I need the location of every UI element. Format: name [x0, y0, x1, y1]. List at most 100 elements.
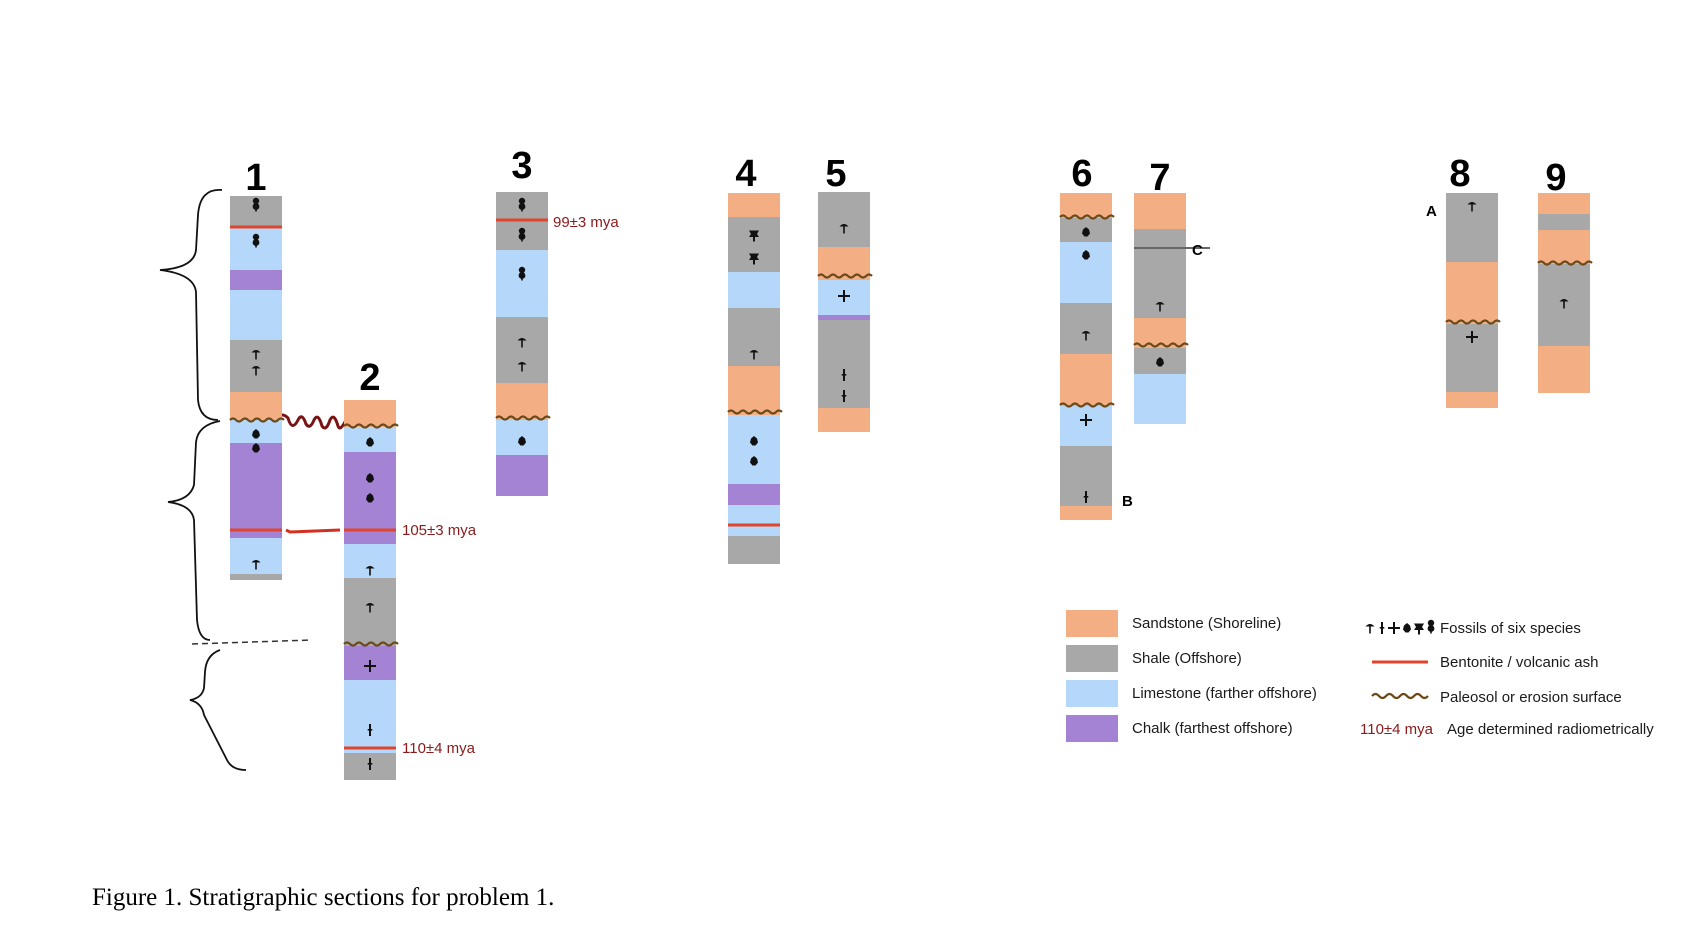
- legend-label-sandstone: Sandstone (Shoreline): [1132, 615, 1281, 632]
- age-label: 110±4 mya: [402, 740, 476, 757]
- column-number: 1: [245, 157, 266, 199]
- stratigraphic-columns: [229, 192, 1593, 780]
- column-number: 3: [511, 145, 532, 187]
- layer-shale: [728, 536, 780, 564]
- column-number: 6: [1071, 153, 1092, 195]
- figure-caption: Figure 1. Stratigraphic sections for pro…: [92, 884, 555, 911]
- letter-label: B: [1122, 493, 1133, 510]
- column-1: [229, 196, 285, 580]
- layer-sandstone: [1134, 193, 1186, 229]
- correlation-mark-bentonite: [285, 528, 341, 534]
- legend-swatch-chalk: [1066, 715, 1118, 742]
- paleosol-wavy-line-icon: [1371, 692, 1429, 700]
- column-5: [817, 192, 873, 432]
- paleosol-surface: [1133, 342, 1189, 348]
- column-9: [1537, 193, 1593, 393]
- age-label: 105±3 mya: [402, 522, 477, 539]
- grouping-braces: [159, 189, 247, 771]
- layer-chalk: [728, 484, 780, 505]
- legend-swatch-shale: [1066, 645, 1118, 672]
- layer-shale: [1134, 229, 1186, 247]
- layer-sandstone: [1060, 506, 1112, 520]
- paleosol-surface: [1059, 214, 1115, 220]
- column-number: 4: [735, 153, 756, 195]
- layer-sandstone: [728, 366, 780, 415]
- layer-sandstone: [1446, 262, 1498, 324]
- layer-shale: [818, 192, 870, 247]
- layer-sandstone: [1538, 346, 1590, 393]
- layer-sandstone: [1538, 230, 1590, 264]
- column-numbers: 1 2 3 4 5 6 7 8 9: [245, 145, 1566, 399]
- layer-limestone: [230, 226, 282, 270]
- layer-limestone: [230, 290, 282, 340]
- layer-sandstone: [496, 383, 548, 420]
- brace-upper: [159, 189, 223, 421]
- layer-sandstone: [728, 193, 780, 217]
- legend: Sandstone (Shoreline) Shale (Offshore) L…: [1066, 610, 1654, 742]
- section-letters: A B C: [1122, 203, 1437, 510]
- layer-shale: [1060, 303, 1112, 354]
- paleosol-surface: [1445, 319, 1501, 325]
- layer-limestone: [344, 680, 396, 753]
- column-number: 8: [1449, 153, 1470, 195]
- paleosol-surface: [343, 423, 399, 429]
- paleosol-surface: [1059, 402, 1115, 408]
- layer-shale: [230, 574, 282, 580]
- age-label: 99±3 mya: [553, 214, 619, 231]
- legend-label-shale: Shale (Offshore): [1132, 650, 1242, 667]
- column-4: [727, 193, 783, 564]
- legend-label-age: Age determined radiometrically: [1447, 721, 1654, 738]
- legend-label-paleosol: Paleosol or erosion surface: [1440, 689, 1622, 706]
- column-7: [1133, 193, 1210, 424]
- column-number: 7: [1149, 157, 1170, 199]
- layer-sandstone: [1538, 193, 1590, 214]
- column-3: [495, 192, 551, 496]
- letter-label: A: [1426, 203, 1437, 220]
- layer-chalk: [818, 315, 870, 320]
- paleosol-surface: [727, 409, 783, 415]
- layer-limestone: [1060, 406, 1112, 446]
- legend-age-example: 110±4 mya: [1360, 721, 1434, 738]
- paleosol-surface: [495, 415, 551, 421]
- legend-label-bentonite: Bentonite / volcanic ash: [1440, 654, 1598, 671]
- layer-chalk: [230, 270, 282, 290]
- legend-swatch-limestone: [1066, 680, 1118, 707]
- column-number: 9: [1545, 157, 1566, 199]
- brace-dashed-divider: [191, 639, 313, 645]
- legend-label-limestone: Limestone (farther offshore): [1132, 685, 1317, 702]
- legend-label-fossils: Fossils of six species: [1440, 620, 1581, 637]
- brace-middle: [167, 420, 221, 641]
- layer-shale: [1538, 214, 1590, 230]
- layer-shale: [496, 317, 548, 383]
- layer-limestone: [728, 415, 780, 484]
- layer-chalk: [496, 455, 548, 496]
- layer-sandstone: [344, 400, 396, 427]
- layer-sandstone: [1446, 392, 1498, 408]
- legend-swatch-sandstone: [1066, 610, 1118, 637]
- radiometric-ages: 99±3 mya 105±3 mya 110±4 mya: [402, 214, 619, 757]
- layer-sandstone: [1060, 354, 1112, 406]
- layer-limestone: [496, 250, 548, 317]
- paleosol-surface: [817, 273, 873, 279]
- legend-label-chalk: Chalk (farthest offshore): [1132, 720, 1293, 737]
- layer-sandstone: [230, 392, 282, 420]
- layer-limestone: [1134, 374, 1186, 424]
- layer-limestone: [728, 505, 780, 536]
- layer-chalk: [230, 443, 282, 538]
- column-6: [1059, 193, 1115, 520]
- letter-label: C: [1192, 242, 1203, 259]
- column-8: [1445, 193, 1501, 408]
- paleosol-surface: [229, 417, 285, 423]
- layer-sandstone: [1060, 193, 1112, 218]
- fossil-species-icons: [1365, 619, 1435, 635]
- layer-limestone: [728, 272, 780, 308]
- correlation-mark-paleosol: [276, 413, 356, 430]
- column-2: [343, 400, 399, 780]
- paleosol-surface: [1537, 260, 1593, 266]
- column-number: 5: [825, 153, 846, 195]
- paleosol-surface: [343, 641, 399, 647]
- column-number: 2: [359, 357, 380, 399]
- layer-sandstone: [818, 408, 870, 432]
- brace-lower: [189, 649, 247, 771]
